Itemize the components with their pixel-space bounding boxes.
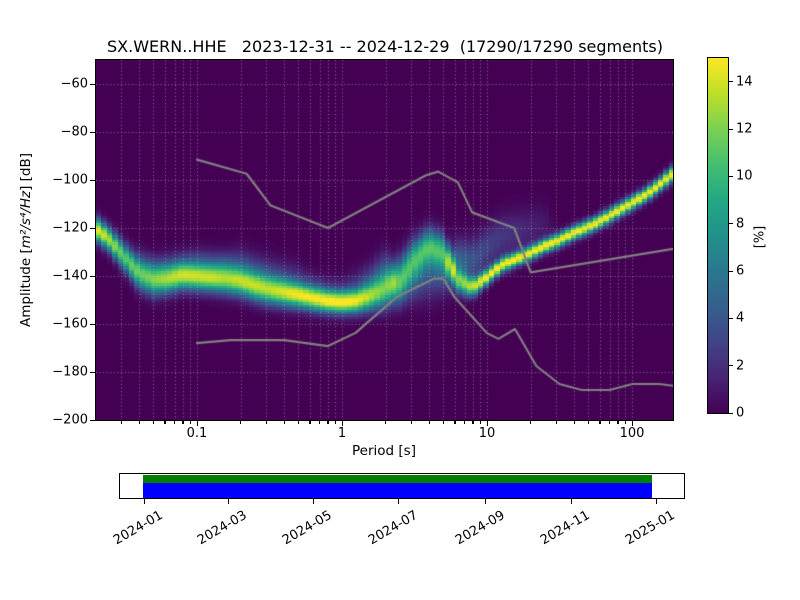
timeline-tick-label: 2024-01	[110, 508, 166, 549]
x-minor-tick	[189, 421, 192, 424]
x-minor-tick	[472, 421, 474, 424]
colorbar-tick	[729, 412, 733, 414]
y-axis-label: Amplitude [m²/s⁴/Hz] [dB]	[18, 153, 34, 327]
colorbar-tick-label: 0	[736, 405, 745, 421]
y-tick	[90, 227, 95, 229]
y-tick	[90, 83, 95, 85]
x-minor-tick	[327, 421, 329, 424]
axes-frame	[95, 59, 674, 421]
y-axis-label-units: m²/s⁴/Hz	[18, 190, 34, 249]
y-tick-label: −160	[52, 316, 88, 332]
x-minor-tick	[385, 421, 387, 424]
x-minor-tick	[265, 421, 267, 424]
y-tick	[90, 323, 95, 325]
x-minor-tick	[573, 421, 575, 424]
timeline-extent-bar-blue	[142, 482, 653, 498]
x-minor-tick	[587, 421, 590, 424]
x-minor-tick	[174, 421, 176, 424]
x-tick-label: 10	[478, 426, 496, 441]
x-minor-tick	[530, 421, 532, 424]
ppsd-heatmap-canvas	[96, 60, 673, 420]
x-minor-tick	[319, 421, 321, 424]
y-tick-label: −60	[60, 76, 88, 92]
timeline-tick	[143, 499, 145, 504]
x-tick-label: 0.1	[186, 426, 208, 441]
colorbar-tick	[729, 270, 733, 272]
colorbar-tick-label: 12	[736, 121, 753, 137]
x-minor-tick	[609, 421, 611, 424]
x-minor-tick	[182, 421, 184, 424]
y-tick-label: −140	[52, 268, 88, 284]
x-minor-tick	[120, 421, 122, 424]
colorbar-gradient	[708, 58, 728, 413]
x-minor-tick	[599, 421, 601, 424]
timeline-tick	[570, 499, 572, 504]
x-tick	[486, 421, 488, 426]
y-tick-label: −100	[52, 172, 88, 188]
x-minor-tick	[240, 421, 242, 424]
y-tick	[90, 131, 95, 133]
x-tick	[631, 421, 633, 426]
y-tick-label: −120	[52, 220, 88, 236]
colorbar-tick-label: 2	[736, 358, 745, 374]
x-minor-tick	[428, 421, 430, 424]
colorbar-label: [%]	[752, 225, 768, 249]
x-minor-tick	[334, 421, 337, 424]
x-minor-tick	[138, 421, 140, 424]
timeline-tick	[485, 499, 487, 504]
x-minor-tick	[624, 421, 627, 424]
x-minor-tick	[283, 421, 285, 424]
x-minor-tick	[454, 421, 456, 424]
timeline-tick	[312, 499, 315, 504]
y-axis-label-prefix: Amplitude [	[18, 248, 34, 328]
colorbar-tick-label: 4	[736, 310, 745, 326]
x-minor-tick	[164, 421, 166, 424]
x-minor-tick	[555, 421, 557, 424]
x-minor-tick	[464, 421, 466, 424]
x-axis-label: Period [s]	[352, 443, 416, 459]
colorbar-tick	[729, 81, 733, 83]
colorbar-tick	[729, 175, 733, 178]
y-tick	[90, 371, 95, 373]
x-minor-tick	[410, 421, 412, 424]
y-tick	[90, 419, 95, 421]
x-minor-tick	[309, 421, 311, 424]
colorbar-tick-label: 6	[736, 263, 745, 279]
x-minor-tick	[152, 421, 155, 424]
x-minor-tick	[617, 421, 619, 424]
x-minor-tick	[297, 421, 300, 424]
colorbar-tick	[729, 128, 733, 130]
y-tick-label: −200	[52, 412, 88, 428]
x-minor-tick	[442, 421, 445, 424]
y-tick-label: −180	[52, 364, 88, 380]
timeline-tick	[398, 499, 400, 504]
x-minor-tick	[479, 421, 482, 424]
y-tick	[90, 275, 95, 277]
x-tick	[341, 421, 343, 426]
y-tick	[90, 179, 95, 181]
colorbar-frame	[707, 57, 729, 414]
x-tick-label: 100	[619, 426, 645, 441]
timeline-tick	[655, 499, 658, 504]
plot-title: SX.WERN..HHE 2023-12-31 -- 2024-12-29 (1…	[107, 37, 663, 56]
x-tick	[196, 421, 198, 426]
timeline-tick	[227, 499, 229, 504]
colorbar-tick-label: 8	[736, 216, 745, 232]
colorbar-tick-label: 14	[736, 74, 753, 90]
y-axis-label-suffix: ] [dB]	[18, 152, 34, 191]
colorbar-tick-label: 10	[736, 168, 753, 184]
timeline-coverage-bar-green	[142, 474, 653, 483]
y-tick-label: −80	[60, 124, 88, 140]
colorbar-tick	[729, 317, 733, 320]
colorbar-tick	[729, 223, 733, 225]
x-tick-label: 1	[337, 426, 347, 441]
colorbar-tick	[729, 365, 733, 367]
